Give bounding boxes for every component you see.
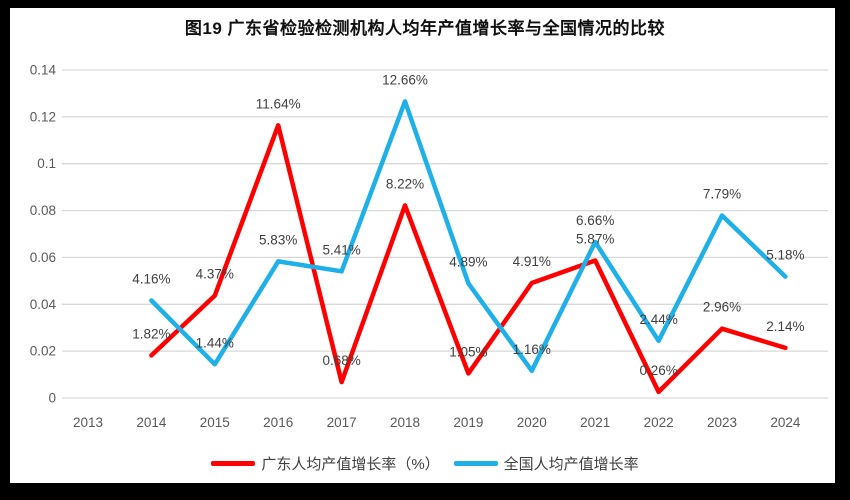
national-line-swatch xyxy=(453,461,498,466)
data-label: 5.41% xyxy=(322,242,360,257)
x-tick-label: 2014 xyxy=(136,415,167,430)
data-label: 0.68% xyxy=(322,353,360,368)
data-label: 1.16% xyxy=(513,342,551,357)
x-tick-label: 2018 xyxy=(390,415,420,430)
data-label: 1.82% xyxy=(132,326,170,341)
data-label: 2.14% xyxy=(766,319,804,334)
chart-title: 图19 广东省检验检测机构人均年产值增长率与全国情况的比较 xyxy=(184,19,666,38)
data-label: 4.89% xyxy=(449,254,487,269)
x-tick-label: 2019 xyxy=(453,415,483,430)
data-label: 11.64% xyxy=(256,96,301,111)
data-label: 12.66% xyxy=(382,72,428,87)
x-tick-label: 2021 xyxy=(580,415,610,430)
x-tick-label: 2016 xyxy=(263,415,293,430)
guangdong-line-swatch xyxy=(211,461,256,466)
y-tick-label: 0 xyxy=(48,391,56,406)
data-label: 6.66% xyxy=(576,213,614,228)
y-tick-label: 0.08 xyxy=(30,203,56,218)
y-tick-label: 0.12 xyxy=(30,109,56,124)
data-label: 1.44% xyxy=(196,335,234,350)
y-tick-label: 0.14 xyxy=(30,63,57,78)
x-tick-label: 2015 xyxy=(200,415,230,430)
series-line-0 xyxy=(149,123,788,395)
data-label: 5.87% xyxy=(576,232,614,247)
x-tick-label: 2023 xyxy=(707,415,737,430)
data-label: 4.91% xyxy=(513,254,551,269)
y-tick-label: 0.04 xyxy=(30,297,57,312)
data-label: 0.26% xyxy=(639,363,677,378)
legend-item-guangdong: 广东人均产值增长率（%） xyxy=(211,453,440,474)
x-tick-label: 2022 xyxy=(644,415,674,430)
chart-legend: 广东人均产值增长率（%） 全国人均产值增长率 xyxy=(0,453,850,474)
series-line-1 xyxy=(149,99,788,374)
data-label: 5.83% xyxy=(259,232,297,247)
x-tick-label: 2024 xyxy=(770,415,801,430)
data-label: 4.37% xyxy=(196,267,234,282)
x-tick-label: 2017 xyxy=(327,415,357,430)
y-tick-label: 0.1 xyxy=(37,156,56,171)
data-label: 5.18% xyxy=(766,248,804,263)
data-label: 2.44% xyxy=(639,312,677,327)
legend-label-guangdong: 广东人均产值增长率（%） xyxy=(261,456,440,473)
x-tick-label: 2020 xyxy=(517,415,547,430)
x-tick-label: 2013 xyxy=(73,415,103,430)
legend-label-national: 全国人均产值增长率 xyxy=(503,456,639,473)
data-label: 2.96% xyxy=(703,300,741,315)
y-tick-label: 0.02 xyxy=(30,344,56,359)
legend-item-national: 全国人均产值增长率 xyxy=(453,453,639,474)
data-label: 8.22% xyxy=(386,176,424,191)
data-label: 7.79% xyxy=(703,187,741,202)
data-label: 1.05% xyxy=(449,344,487,359)
y-tick-label: 0.06 xyxy=(30,250,56,265)
data-label: 4.16% xyxy=(132,272,170,287)
